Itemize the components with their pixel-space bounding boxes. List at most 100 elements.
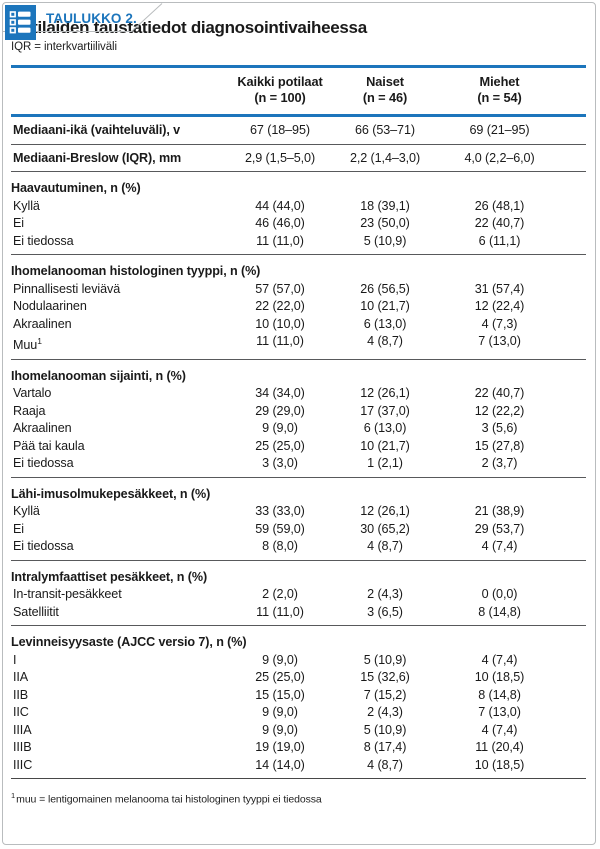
table-row: IIIB 19 (19,0) 8 (17,4) 11 (20,4): [11, 739, 586, 757]
row-value: 2 (4,3): [367, 705, 403, 720]
table-section: Mediaani-ikä (vaihteluväli), v 67 (18–95)…: [11, 116, 586, 145]
section-header-row: Ihomelanooman histologinen tyyppi, n (%): [11, 255, 586, 281]
row-value: 10 (10,0): [255, 316, 305, 331]
row-value: 21 (38,9): [474, 504, 525, 519]
row-value: 29 (29,0): [255, 403, 305, 418]
row-label: Kyllä: [13, 504, 40, 519]
row-value: 26 (48,1): [474, 198, 525, 213]
table-row: IIA 25 (25,0) 15 (32,6) 10 (18,5): [11, 669, 586, 687]
section-header: Ihomelanooman sijainti, n (%): [11, 368, 186, 383]
table-tab: TAULUKKO 2.: [5, 5, 137, 40]
row-value: 8 (14,8): [478, 687, 521, 702]
section-header: Lähi-imusolmukepesäkkeet, n (%): [11, 486, 211, 501]
row-value: 9 (9,0): [262, 705, 298, 720]
table-row: I 9 (9,0) 5 (10,9) 4 (7,4): [11, 652, 586, 670]
row-value: 29 (53,7): [474, 521, 525, 536]
table-section: Haavautuminen, n (%) Kyllä 44 (44,0) 18 (39…: [11, 172, 586, 255]
row-label: Pää tai kaula: [13, 438, 85, 453]
row-value: 7 (13,0): [478, 334, 521, 348]
row-label: Akraalinen: [13, 421, 72, 436]
row-value: 25 (25,0): [255, 438, 305, 453]
row-value: 4 (7,4): [481, 539, 518, 554]
section-header: Intralymfaattiset pesäkkeet, n (%): [11, 569, 208, 584]
table-row: Muu1 11 (11,0) 4 (8,7) 7 (13,0): [11, 333, 586, 359]
row-value: 6 (13,0): [363, 316, 407, 331]
row-value: 25 (25,0): [255, 670, 305, 685]
row-label: Ei tiedossa: [13, 539, 74, 554]
row-label: Ei: [13, 521, 24, 536]
row-value: 4 (8,7): [367, 757, 403, 772]
row-value: 10 (21,7): [360, 438, 410, 453]
col-header-men-label: Miehet: [479, 74, 520, 89]
row-value: 12 (22,4): [474, 299, 525, 313]
footnote: 1muu = lentigomainen melanooma tai histo…: [11, 789, 584, 807]
row-label: IIIA: [13, 722, 32, 737]
section-header: Levinneisyysaste (AJCC versio 7), n (%): [11, 635, 247, 650]
table-row: Ei 46 (46,0) 23 (50,0) 22 (40,7): [11, 215, 586, 233]
row-value: 9 (9,0): [262, 722, 298, 737]
row-value: 12 (26,1): [360, 386, 410, 401]
row-value: 22 (22,0): [255, 299, 305, 313]
row-value: 14 (14,0): [255, 757, 305, 772]
row-value: 33 (33,0): [255, 504, 305, 519]
row-label: I: [13, 652, 17, 667]
table-row: Ei 59 (59,0) 30 (65,2) 29 (53,7): [11, 521, 586, 539]
row-value: 23 (50,0): [360, 216, 410, 230]
table-row: Ei tiedossa 8 (8,0) 4 (8,7) 4 (7,4): [11, 538, 586, 560]
row-value: 3 (6,5): [367, 604, 403, 619]
row-label: Mediaani-ikä (vaihteluväli), v: [13, 123, 181, 137]
row-value: 31 (57,4): [474, 281, 525, 296]
row-value: 10 (18,5): [474, 670, 525, 685]
row-value: 1 (2,1): [367, 456, 403, 471]
row-value: 15 (15,0): [255, 687, 305, 702]
row-label: Vartalo: [13, 386, 52, 401]
row-label: Ei: [13, 216, 24, 230]
data-table: Kaikki potilaat (n = 100) Naiset (n = 46…: [11, 65, 586, 779]
row-value: 4,0 (2,2–6,0): [464, 150, 535, 165]
table-row: Mediaani-Breslow (IQR), mm 2,9 (1,5–5,0) 2…: [11, 144, 586, 172]
row-value: 9 (9,0): [262, 421, 298, 436]
row-label: IIIC: [13, 757, 33, 772]
col-header-empty: [11, 67, 216, 116]
row-label: Pinnallisesti leviävä: [13, 281, 121, 296]
row-value: 59 (59,0): [255, 521, 305, 536]
row-value: 22 (40,7): [474, 216, 525, 230]
table-row: IIIC 14 (14,0) 4 (8,7) 10 (18,5): [11, 757, 586, 779]
table-row: IIB 15 (15,0) 7 (15,2) 8 (14,8): [11, 687, 586, 705]
row-value: 11 (11,0): [256, 334, 304, 348]
row-value: 4 (8,7): [367, 334, 403, 348]
header-row: Kaikki potilaat (n = 100) Naiset (n = 46…: [11, 67, 586, 116]
row-value: 8 (8,0): [262, 539, 298, 554]
row-value: 9 (9,0): [262, 652, 298, 667]
section-header: Haavautuminen, n (%): [11, 181, 141, 195]
row-value: 3 (5,6): [481, 421, 518, 436]
row-label: Nodulaarinen: [13, 299, 87, 313]
row-value: 5 (10,9): [363, 722, 407, 737]
table-section: Levinneisyysaste (AJCC versio 7), n (%) I…: [11, 626, 586, 779]
row-label: IIA: [13, 670, 29, 685]
col-header-women: Naiset (n = 46): [344, 67, 426, 116]
row-value: 5 (10,9): [363, 652, 407, 667]
col-header-men: Miehet (n = 54): [426, 67, 586, 116]
row-value: 2 (4,3): [367, 587, 403, 602]
row-value: 26 (56,5): [360, 281, 410, 296]
col-header-women-n: (n = 46): [362, 90, 408, 105]
table-row: Nodulaarinen 22 (22,0) 10 (21,7) 12 (22,4): [11, 298, 586, 316]
row-value: 46 (46,0): [255, 216, 305, 230]
table-list-icon: [5, 5, 36, 40]
row-value: 12 (26,1): [360, 504, 410, 519]
row-value: 18 (39,1): [360, 198, 410, 213]
row-value: 12 (22,2): [474, 403, 525, 418]
row-value: 19 (19,0): [255, 740, 305, 755]
row-value: 30 (65,2): [360, 521, 410, 536]
table-section: Lähi-imusolmukepesäkkeet, n (%) Kyllä 33 (…: [11, 477, 586, 561]
table-row: Raaja 29 (29,0) 17 (37,0) 12 (22,2): [11, 403, 586, 421]
row-value: 4 (8,7): [367, 539, 403, 554]
row-label: In-transit-pesäkkeet: [13, 587, 122, 602]
section-header-row: Ihomelanooman sijainti, n (%): [11, 359, 586, 385]
table-row: Akraalinen 9 (9,0) 6 (13,0) 3 (5,6): [11, 420, 586, 438]
table-row: Mediaani-ikä (vaihteluväli), v 67 (18–95)…: [11, 116, 586, 145]
section-header-row: Lähi-imusolmukepesäkkeet, n (%): [11, 477, 586, 503]
table-header: Kaikki potilaat (n = 100) Naiset (n = 46…: [11, 66, 586, 116]
row-value: 11 (20,4): [475, 740, 524, 755]
